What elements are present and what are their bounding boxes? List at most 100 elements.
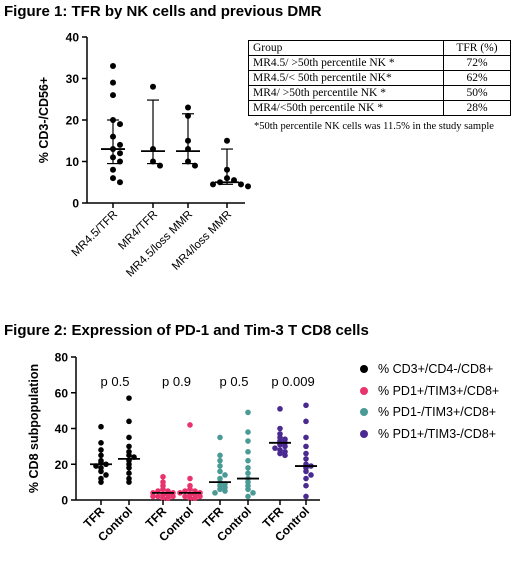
p-value-label: p 0.5 bbox=[220, 374, 249, 389]
data-point bbox=[303, 434, 309, 441]
data-point bbox=[217, 179, 223, 186]
p-value-label: p 0.009 bbox=[271, 374, 314, 389]
data-point bbox=[187, 422, 193, 428]
y-tick-label: 20 bbox=[66, 114, 80, 128]
data-point bbox=[303, 456, 309, 462]
data-point bbox=[245, 409, 251, 416]
data-point bbox=[192, 495, 198, 502]
data-point bbox=[187, 486, 193, 493]
data-point bbox=[98, 423, 104, 430]
data-point bbox=[110, 154, 116, 161]
data-point bbox=[110, 63, 116, 70]
data-point bbox=[238, 181, 244, 188]
data-point bbox=[98, 468, 104, 475]
data-point bbox=[282, 443, 288, 450]
data-point bbox=[98, 452, 104, 459]
data-point bbox=[217, 434, 223, 441]
data-point bbox=[212, 490, 218, 496]
data-point bbox=[98, 440, 104, 446]
legend-label: % PD1+/TIM3-/CD8+ bbox=[378, 426, 497, 441]
data-point bbox=[245, 465, 251, 471]
data-point bbox=[160, 486, 166, 493]
data-point bbox=[126, 452, 132, 459]
table-cell-tfr: 28% bbox=[443, 100, 511, 116]
data-point bbox=[103, 472, 109, 478]
table-footnote: *50th percentile NK cells was 11.5% in t… bbox=[254, 121, 494, 132]
data-point bbox=[170, 493, 176, 500]
figure1-title: Figure 1: TFR by NK cells and previous D… bbox=[4, 3, 322, 20]
y-axis-label: % CD3-/CD56+ bbox=[37, 77, 51, 164]
data-point bbox=[217, 486, 223, 493]
y-tick-label: 40 bbox=[66, 31, 80, 45]
data-point bbox=[110, 79, 116, 86]
data-point bbox=[245, 493, 251, 500]
legend-item: % PD1-/TIM3+/CD8+ bbox=[360, 403, 499, 421]
table-cell-group: MR4/<50th percentile NK * bbox=[248, 100, 444, 116]
data-point bbox=[126, 470, 132, 476]
legend-dot-icon bbox=[360, 386, 368, 395]
data-point bbox=[110, 117, 116, 123]
data-point bbox=[98, 447, 104, 453]
data-point bbox=[117, 141, 123, 148]
data-point bbox=[250, 490, 256, 496]
data-point bbox=[110, 92, 116, 99]
legend-dot-icon bbox=[360, 429, 368, 438]
data-point bbox=[126, 418, 132, 425]
data-point bbox=[217, 463, 223, 469]
data-point bbox=[308, 472, 314, 478]
data-point bbox=[126, 479, 132, 485]
table-cell-group: MR4.5/ >50th percentile NK * bbox=[248, 55, 444, 71]
legend-item: % PD1+/TIM3+/CD8+ bbox=[360, 382, 499, 400]
data-point bbox=[245, 470, 251, 476]
data-point bbox=[245, 486, 251, 493]
data-point bbox=[217, 468, 223, 475]
y-tick-label: 80 bbox=[55, 351, 69, 365]
data-point bbox=[150, 83, 156, 90]
legend-label: % PD1-/TIM3+/CD8+ bbox=[378, 405, 497, 419]
y-tick-label: 0 bbox=[72, 197, 79, 211]
p-value-label: p 0.9 bbox=[162, 374, 191, 389]
data-point bbox=[303, 450, 309, 457]
data-point bbox=[185, 112, 191, 119]
data-point bbox=[245, 183, 251, 190]
y-tick-label: 10 bbox=[66, 155, 80, 169]
data-point bbox=[192, 162, 198, 169]
data-point bbox=[272, 445, 278, 451]
data-point bbox=[277, 425, 283, 432]
data-point bbox=[303, 402, 309, 409]
data-point bbox=[303, 475, 309, 482]
data-point bbox=[245, 457, 251, 464]
data-point bbox=[150, 146, 156, 153]
data-point bbox=[197, 493, 203, 500]
data-point bbox=[110, 133, 116, 140]
data-point bbox=[303, 493, 309, 500]
data-point bbox=[126, 443, 132, 450]
figure2-legend: % CD3+/CD4-/CD8+ % PD1+/TIM3+/CD8+ % PD1… bbox=[360, 360, 499, 446]
data-point bbox=[303, 443, 309, 450]
data-point bbox=[187, 495, 193, 502]
y-tick-label: 20 bbox=[55, 458, 69, 472]
data-point bbox=[185, 158, 191, 165]
data-point bbox=[222, 472, 228, 478]
data-point bbox=[303, 418, 309, 425]
data-point bbox=[282, 452, 288, 459]
data-point bbox=[117, 121, 123, 128]
y-tick-label: 30 bbox=[66, 72, 80, 86]
data-point bbox=[98, 479, 104, 485]
data-point bbox=[245, 429, 251, 435]
data-point bbox=[224, 137, 230, 144]
data-point bbox=[185, 137, 191, 144]
p-value-label: p 0.5 bbox=[101, 374, 130, 389]
data-point bbox=[303, 468, 309, 475]
legend-label: % CD3+/CD4-/CD8+ bbox=[378, 362, 494, 376]
y-tick-label: 0 bbox=[61, 494, 68, 508]
data-point bbox=[277, 450, 283, 457]
data-point bbox=[126, 465, 132, 471]
data-point bbox=[150, 158, 156, 165]
data-point bbox=[303, 482, 309, 489]
data-point bbox=[110, 166, 116, 173]
data-point bbox=[185, 146, 191, 153]
legend-dot-icon bbox=[360, 408, 368, 416]
y-tick-label: 40 bbox=[55, 422, 69, 436]
data-point bbox=[222, 488, 228, 494]
